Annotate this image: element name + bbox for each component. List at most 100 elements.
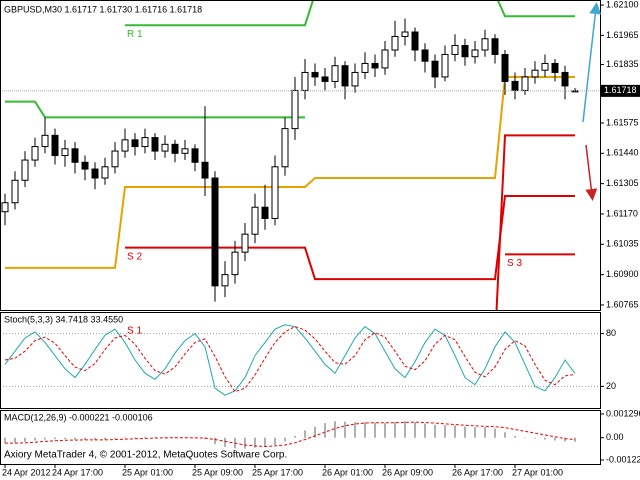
- macd-bar: [104, 437, 106, 440]
- macd-bar: [134, 437, 136, 438]
- y-tick-label: 1.62100: [606, 0, 639, 9]
- macd-bar: [274, 437, 276, 446]
- candle-body: [211, 177, 219, 287]
- candle-body: [441, 53, 449, 78]
- candle-body: [431, 60, 439, 78]
- macd-bar: [324, 423, 326, 438]
- candle-body: [171, 143, 179, 154]
- macd-bar: [54, 437, 56, 440]
- candle-body: [1, 202, 9, 213]
- macd-bar: [34, 437, 36, 441]
- pivot-line: [125, 0, 575, 27]
- macd-bar: [84, 437, 86, 440]
- candle-body: [121, 139, 129, 152]
- macd-bar: [544, 437, 546, 440]
- candle-body: [281, 128, 289, 168]
- stoch-panel: [0, 324, 600, 396]
- stoch-line: [4, 324, 576, 396]
- price-frame: [0, 0, 601, 311]
- y-tick-label: 1.61305: [606, 178, 639, 188]
- macd-bar: [94, 437, 96, 441]
- stoch-title: Stoch(5,3,3) 34.7418 33.4550: [4, 314, 123, 324]
- candle-body: [231, 251, 239, 276]
- y-tick-label: -0.00122: [606, 454, 640, 464]
- candle-body: [11, 179, 19, 204]
- candle-body: [321, 76, 329, 82]
- price-panel: [0, 0, 600, 310]
- macd-panel: [4, 421, 576, 449]
- macd-bar: [454, 425, 456, 438]
- candle-body: [461, 44, 469, 58]
- candle-body: [111, 150, 119, 168]
- candle-body: [551, 62, 559, 73]
- macd-bar: [474, 427, 476, 438]
- stoch-line: [4, 326, 576, 393]
- macd-bar: [24, 437, 26, 442]
- candle-body: [221, 274, 229, 287]
- y-tick-label: 20: [606, 381, 616, 391]
- macd-bar: [414, 422, 416, 438]
- macd-bar: [264, 437, 266, 447]
- candle-body: [41, 134, 49, 148]
- macd-bar: [464, 426, 466, 438]
- candle-body: [531, 69, 539, 78]
- candle-body: [191, 148, 199, 163]
- macd-bar: [434, 424, 436, 438]
- y-tick-label: 1.61170: [606, 208, 638, 218]
- macd-bar: [304, 430, 306, 438]
- pivot-label: S 1: [127, 325, 142, 336]
- macd-bar: [564, 437, 566, 442]
- candle-body: [521, 76, 529, 91]
- y-tick-label: 1.61575: [606, 117, 639, 127]
- candle-body: [491, 38, 499, 55]
- macd-bar: [514, 435, 516, 438]
- y-tick-label: 1.61035: [606, 239, 639, 249]
- pivot-label: S 2: [127, 251, 142, 262]
- candle-body: [391, 36, 399, 51]
- x-tick-label: 26 Apr 09:00: [382, 467, 433, 477]
- macd-bar: [404, 421, 406, 438]
- candle-body: [31, 146, 39, 161]
- y-tick-label: 80: [606, 328, 616, 338]
- macd-bar: [124, 437, 126, 439]
- candle-body: [91, 168, 99, 179]
- up-arrow: [582, 2, 602, 123]
- x-tick-label: 25 Apr 09:00: [192, 467, 243, 477]
- candle-body: [241, 233, 249, 253]
- y-tick-label: 1.61835: [606, 59, 639, 69]
- candle-body: [161, 143, 169, 152]
- macd-bar: [574, 437, 576, 442]
- x-tick-label: 25 Apr 17:00: [252, 467, 303, 477]
- macd-bar: [4, 437, 6, 444]
- macd-bar: [344, 421, 346, 438]
- macd-bar: [214, 437, 216, 445]
- candle-body: [451, 44, 459, 55]
- candle-body: [311, 71, 319, 78]
- pivot-line: [125, 194, 575, 281]
- macd-bar: [334, 421, 336, 438]
- x-tick-label: 27 Apr 01:00: [512, 467, 563, 477]
- macd-bar: [394, 422, 396, 438]
- x-tick-label: 25 Apr 01:00: [122, 467, 173, 477]
- candle-body: [471, 49, 479, 58]
- x-tick-label: 24 Apr 2012: [2, 467, 51, 477]
- candle-body: [271, 166, 279, 219]
- macd-bar: [354, 422, 356, 438]
- candle-body: [361, 62, 369, 73]
- candle-body: [481, 38, 489, 51]
- macd-bar: [64, 437, 66, 440]
- macd-bar: [114, 437, 116, 439]
- candle-body: [301, 71, 309, 91]
- y-tick-label: 1.60765: [606, 299, 639, 309]
- macd-bar: [364, 422, 366, 438]
- macd-signal: [5, 421, 576, 447]
- macd-bar: [14, 437, 16, 443]
- macd-bar: [44, 437, 46, 440]
- macd-bar: [314, 426, 316, 438]
- candle-body: [371, 62, 379, 69]
- candle-body: [141, 137, 149, 148]
- footer: Axiory MetaTrader 4, © 2001-2012, MetaQu…: [4, 450, 287, 461]
- macd-bar: [494, 428, 496, 438]
